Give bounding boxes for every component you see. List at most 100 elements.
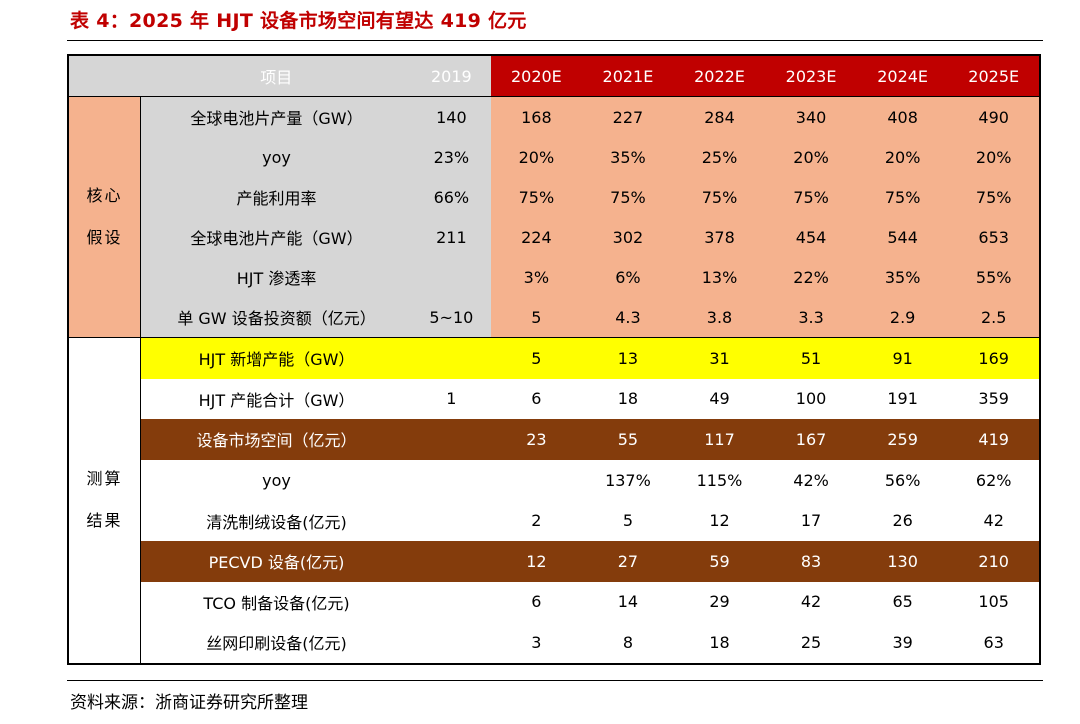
value-cell: 35% [856,257,949,297]
value-cell: 454 [765,217,857,257]
value-cell: 29 [673,581,766,623]
value-cell: 284 [673,96,766,137]
value-cell [412,500,491,541]
value-cell: 408 [856,96,949,137]
value-cell: 1 [412,378,491,420]
table-row: yoy 137% 115% 42% 56% 62% [68,459,1040,501]
section-label-core: 核心 假设 [68,96,141,338]
value-cell: 130 [856,540,949,582]
section-label-line: 测算 [86,469,123,489]
value-cell: 167 [765,419,857,460]
value-cell: 227 [582,96,674,137]
value-cell: 20% [948,137,1040,177]
value-cell: 31 [673,336,766,379]
value-cell: 115% [673,459,766,501]
value-cell: 25 [765,622,857,664]
value-cell: 62% [948,459,1040,501]
table-title: 表 4：2025 年 HJT 设备市场空间有望达 419 亿元 [70,10,527,32]
header-year: 2024E [856,55,949,97]
value-cell: 224 [490,217,583,257]
value-cell: 27 [582,540,674,582]
value-cell: 211 [412,217,491,257]
section-label-measure: 测算 结果 [68,336,141,664]
value-cell: 169 [948,336,1040,379]
value-cell: 6 [490,581,583,623]
value-cell: 63 [948,622,1040,664]
row-label: HJT 新增产能（GW） [140,336,413,379]
header-year: 2021E [582,55,674,97]
section-label-line: 核心 [86,186,123,205]
row-label: HJT 渗透率 [140,257,413,297]
value-cell: 35% [582,137,674,177]
table-row: 清洗制绒设备(亿元) 2 5 12 17 26 42 [68,500,1040,541]
table-row: 测算 结果 HJT 新增产能（GW） 5 13 31 51 91 169 [68,336,1040,664]
table-row: PECVD 设备(亿元) 12 27 59 83 130 210 [68,540,1040,582]
source-note: 资料来源：浙商证券研究所整理 [70,693,308,713]
value-cell: 23% [412,137,491,177]
value-cell: 51 [765,336,857,379]
row-label: TCO 制备设备(亿元) [140,581,413,623]
value-cell: 6 [490,378,583,420]
header-item: 项目 [140,55,413,97]
header-year: 2019 [412,55,491,97]
row-label: 丝网印刷设备(亿元) [140,622,413,664]
value-cell: 12 [673,500,766,541]
value-cell: 490 [948,96,1040,137]
header-year: 2022E [673,55,766,97]
title-rule [67,40,1043,41]
table-row: 产能利用率 66% 75% 75% 75% 75% 75% 75% [68,177,1040,217]
value-cell: 75% [948,177,1040,217]
row-label: 清洗制绒设备(亿元) [140,500,413,541]
header-year: 2020E [490,55,583,97]
value-cell: 39 [856,622,949,664]
value-cell [412,336,491,379]
value-cell: 340 [765,96,857,137]
value-cell: 8 [582,622,674,664]
value-cell: 2.9 [856,297,949,338]
value-cell: 4.3 [582,297,674,338]
value-cell: 210 [948,540,1040,582]
row-label: 设备市场空间（亿元） [140,419,413,460]
value-cell [412,459,491,501]
table-row: TCO 制备设备(亿元) 6 14 29 42 65 105 [68,581,1040,623]
row-label: 单 GW 设备投资额（亿元） [140,297,413,338]
value-cell: 49 [673,378,766,420]
row-label: PECVD 设备(亿元) [140,540,413,582]
section-label-line: 结果 [86,511,123,531]
value-cell: 6% [582,257,674,297]
value-cell: 259 [856,419,949,460]
table-row: 全球电池片产能（GW） 211 224 302 378 454 544 653 [68,217,1040,257]
value-cell: 55% [948,257,1040,297]
value-cell: 105 [948,581,1040,623]
row-label: 全球电池片产量（GW） [140,96,413,137]
value-cell: 56% [856,459,949,501]
value-cell: 191 [856,378,949,420]
value-cell: 20% [765,137,857,177]
table-row: 丝网印刷设备(亿元) 3 8 18 25 39 63 [68,622,1040,664]
value-cell: 65 [856,581,949,623]
value-cell: 42 [765,581,857,623]
value-cell: 378 [673,217,766,257]
value-cell: 18 [673,622,766,664]
value-cell: 5 [582,500,674,541]
table-row: 单 GW 设备投资额（亿元） 5~10 5 4.3 3.8 3.3 2.9 2.5 [68,297,1040,338]
value-cell: 42 [948,500,1040,541]
value-cell [412,581,491,623]
value-cell: 83 [765,540,857,582]
value-cell [412,540,491,582]
value-cell: 18 [582,378,674,420]
value-cell: 23 [490,419,583,460]
row-label: yoy [140,459,413,501]
value-cell: 14 [582,581,674,623]
value-cell: 26 [856,500,949,541]
value-cell: 2.5 [948,297,1040,338]
table-row: HJT 渗透率 3% 6% 13% 22% 35% 55% [68,257,1040,297]
value-cell: 3.8 [673,297,766,338]
value-cell: 359 [948,378,1040,420]
value-cell: 117 [673,419,766,460]
value-cell: 3 [490,622,583,664]
value-cell: 12 [490,540,583,582]
value-cell: 42% [765,459,857,501]
value-cell: 66% [412,177,491,217]
value-cell: 2 [490,500,583,541]
